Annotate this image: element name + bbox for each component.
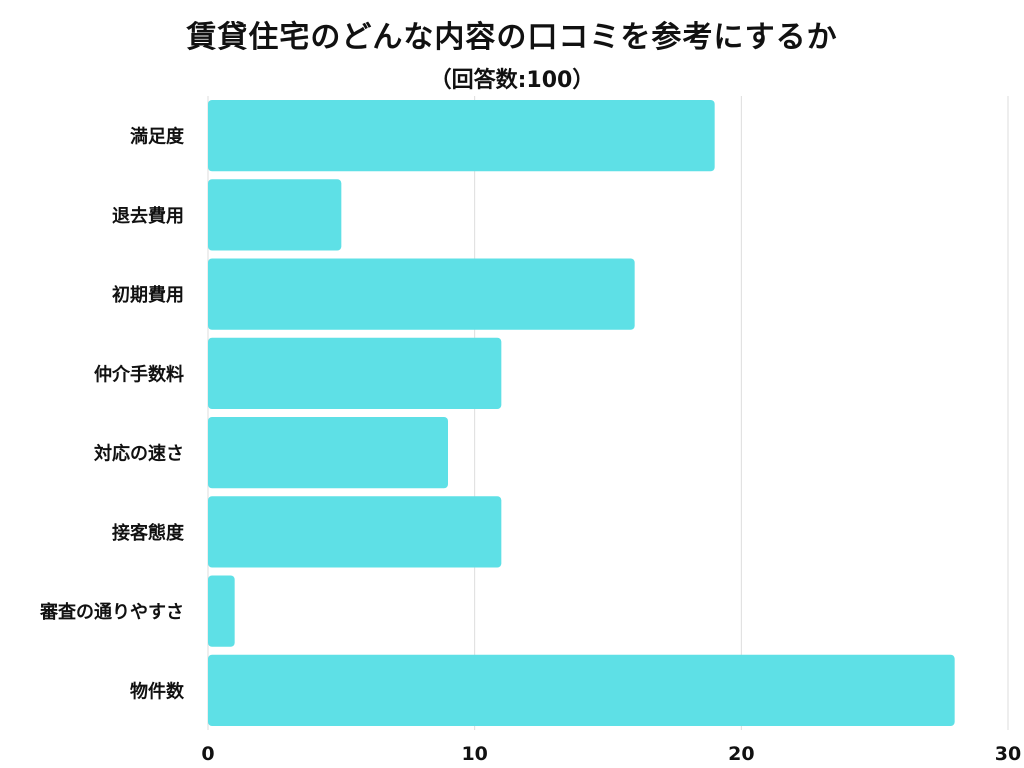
category-label: 接客態度	[112, 522, 185, 544]
x-tick-labels: 0 10 20 30	[201, 743, 1021, 765]
bar	[208, 654, 955, 727]
bar	[208, 575, 235, 647]
chart-title: 賃貸住宅のどんな内容の口コミを参考にするか	[186, 20, 838, 55]
x-tick-label: 30	[995, 743, 1021, 765]
x-tick-label: 0	[201, 743, 214, 765]
bar	[208, 179, 342, 251]
category-label: 退去費用	[112, 205, 184, 227]
bar	[208, 258, 635, 330]
bar	[208, 337, 502, 410]
category-label: 対応の速さ	[93, 443, 184, 465]
x-tick-label: 20	[728, 743, 754, 765]
bars	[208, 99, 955, 727]
bar	[208, 416, 448, 489]
category-label: 審査の通りやすさ	[39, 601, 184, 623]
x-tick-label: 10	[461, 743, 487, 765]
chart-subtitle: （回答数:100）	[429, 68, 595, 93]
bar	[208, 496, 502, 568]
category-label: 物件数	[130, 680, 185, 702]
category-label: 仲介手数料	[94, 363, 184, 385]
bar	[208, 99, 715, 172]
category-label: 満足度	[130, 126, 185, 148]
category-label: 初期費用	[112, 284, 184, 306]
